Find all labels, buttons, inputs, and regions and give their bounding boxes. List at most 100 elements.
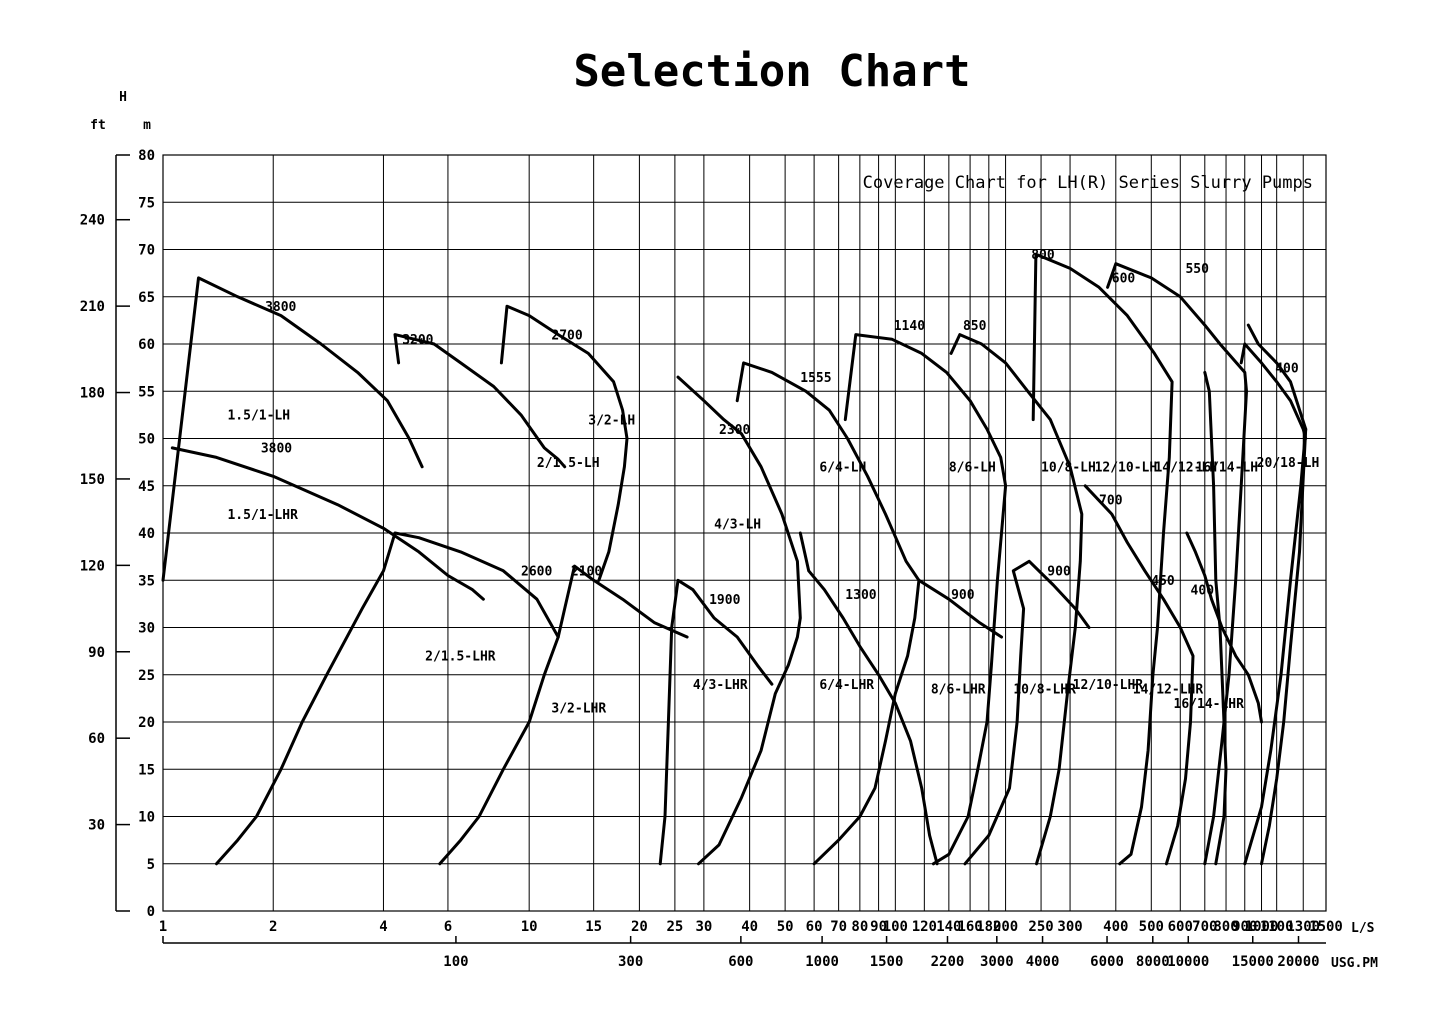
curve-label: 2100 [571, 565, 602, 580]
curve-label: 16/14-LH [1195, 461, 1258, 476]
x-tick-ls: 1 [159, 919, 167, 935]
y-tick-m: 15 [138, 762, 155, 778]
x-tick-ls: 70 [830, 919, 847, 935]
curve-label: 1.5/1-LH [227, 409, 290, 424]
x-tick-ls: 1000 [1245, 919, 1279, 935]
x-tick-ls: 6 [444, 919, 452, 935]
x-tick-ls: 160 [957, 919, 982, 935]
y-tick-m: 50 [138, 432, 155, 448]
grid [162, 154, 1327, 912]
y-tick-ft: 180 [80, 386, 105, 402]
x-tick-ls: 50 [777, 919, 794, 935]
curve-label: 6/4-LH [819, 461, 866, 476]
y-axis-unit-ft: ft [90, 118, 106, 133]
curve-20-18-lh [1239, 342, 1308, 440]
curve-label: 3800 [265, 300, 296, 315]
x-tick-ls: 80 [851, 919, 868, 935]
x-tick-ls: 140 [936, 919, 961, 935]
x-tick-ls: 30 [695, 919, 712, 935]
y-tick-ft: 90 [88, 645, 105, 661]
y-tick-m: 80 [138, 148, 155, 164]
x-tick-ls: 250 [1028, 919, 1053, 935]
curve-16-14-lh [1203, 370, 1228, 866]
curve-1-5-1-lh [161, 276, 424, 582]
curve-label: 800 [1031, 248, 1055, 263]
curve-label: 10/8-LHR [1013, 683, 1076, 698]
y-tick-ft: 210 [80, 299, 105, 315]
curve-label: 700 [1099, 494, 1123, 509]
x-tick-ls: 200 [993, 919, 1018, 935]
y-tick-m: 35 [138, 573, 155, 589]
y-tick-ft: 240 [80, 213, 105, 229]
curve-label: 2600 [521, 565, 552, 580]
x-tick-usgpm: 300 [618, 954, 643, 970]
curve-16-14-lhr [1243, 323, 1308, 866]
curve-6-4-lhr [812, 578, 921, 866]
chart-subtitle: Coverage Chart for LH(R) Series Slurry P… [863, 173, 1313, 193]
curve-label: 2/1.5-LHR [425, 650, 496, 665]
curve-3-2-lh [499, 304, 629, 582]
x-tick-ls: 10 [521, 919, 538, 935]
x-tick-usgpm: 10000 [1167, 954, 1209, 970]
curve-label: 12/10-LH [1095, 461, 1158, 476]
curve-label: 3/2-LHR [551, 702, 606, 717]
curve-label: 400 [1191, 583, 1215, 598]
x-axis-unit-ls: L/S [1351, 921, 1375, 936]
curve-6-4-lh [735, 361, 1003, 639]
performance-curves [161, 252, 1308, 866]
curve-label: 3/2-LH [588, 413, 635, 428]
y-tick-m: 45 [138, 479, 155, 495]
x-tick-ls: 180 [976, 919, 1001, 935]
y-tick-ft: 150 [80, 472, 105, 488]
y-tick-m: 60 [138, 337, 155, 353]
curve-label: 2/1.5-LH [537, 456, 600, 471]
curve-label: 900 [951, 588, 975, 603]
x-tick-ls: 1500 [1309, 919, 1343, 935]
curve-8-6-lh [843, 333, 1008, 866]
curve-10-8-lh [949, 333, 1084, 866]
y-axis-symbol: H [119, 90, 127, 105]
curve-labels: 1.5/1-LH 1.5/1-LHR 2/1.5-LH 2/1.5-LHR 3/2-LH… [227, 248, 1319, 717]
x-tick-ls: 500 [1139, 919, 1164, 935]
curve-label: 12/10-LHR [1073, 678, 1144, 693]
y-tick-m: 70 [138, 243, 155, 259]
x-tick-usgpm: 1500 [870, 954, 904, 970]
curve-label: 2700 [551, 328, 582, 343]
x-tick-usgpm: 20000 [1277, 954, 1319, 970]
x-tick-ls: 600 [1168, 919, 1193, 935]
curve-label: 850 [963, 319, 987, 334]
x-tick-usgpm: 4000 [1026, 954, 1060, 970]
curve-label: 16/14-LHR [1174, 697, 1245, 712]
chart-title: Selection Chart [573, 46, 970, 97]
x-tick-usgpm: 6000 [1090, 954, 1124, 970]
curve-12-10-lhr [1083, 484, 1195, 866]
x-tick-ls: 300 [1057, 919, 1082, 935]
curve-label: 14/12-LH [1154, 461, 1217, 476]
curve-label: 4/3-LHR [693, 678, 748, 693]
curve-label: 20/18-LH [1257, 456, 1320, 471]
plot-frame [162, 154, 1327, 912]
x-tick-usgpm: 8000 [1136, 954, 1170, 970]
y-tick-m: 25 [138, 668, 155, 684]
curve-label: 6/4-LHR [819, 678, 874, 693]
x-tick-ls: 2 [269, 919, 277, 935]
y-tick-m: 55 [138, 384, 155, 400]
curve-3-2-lhr [438, 564, 689, 866]
x-tick-ls: 20 [631, 919, 648, 935]
curve-label: 3800 [261, 442, 292, 457]
x-tick-ls: 900 [1232, 919, 1257, 935]
x-tick-ls: 90 [870, 919, 887, 935]
curve-label: 1140 [894, 319, 925, 334]
x-tick-usgpm: 1000 [805, 954, 839, 970]
curve-label: 600 [1112, 272, 1136, 287]
curve-14-12-lhr [1185, 531, 1263, 724]
y-tick-m: 40 [138, 526, 155, 542]
curve-4-3-lhr [658, 578, 774, 866]
y-axis-unit-m: m [143, 118, 151, 133]
y-tick-m: 5 [147, 857, 155, 873]
curve-label: 400 [1275, 361, 1299, 376]
curve-10-8-lhr [963, 559, 1091, 866]
axes: 0510152025303540455055606570758030609012… [80, 90, 1378, 971]
y-tick-m: 20 [138, 715, 155, 731]
x-tick-ls: 1300 [1286, 919, 1320, 935]
